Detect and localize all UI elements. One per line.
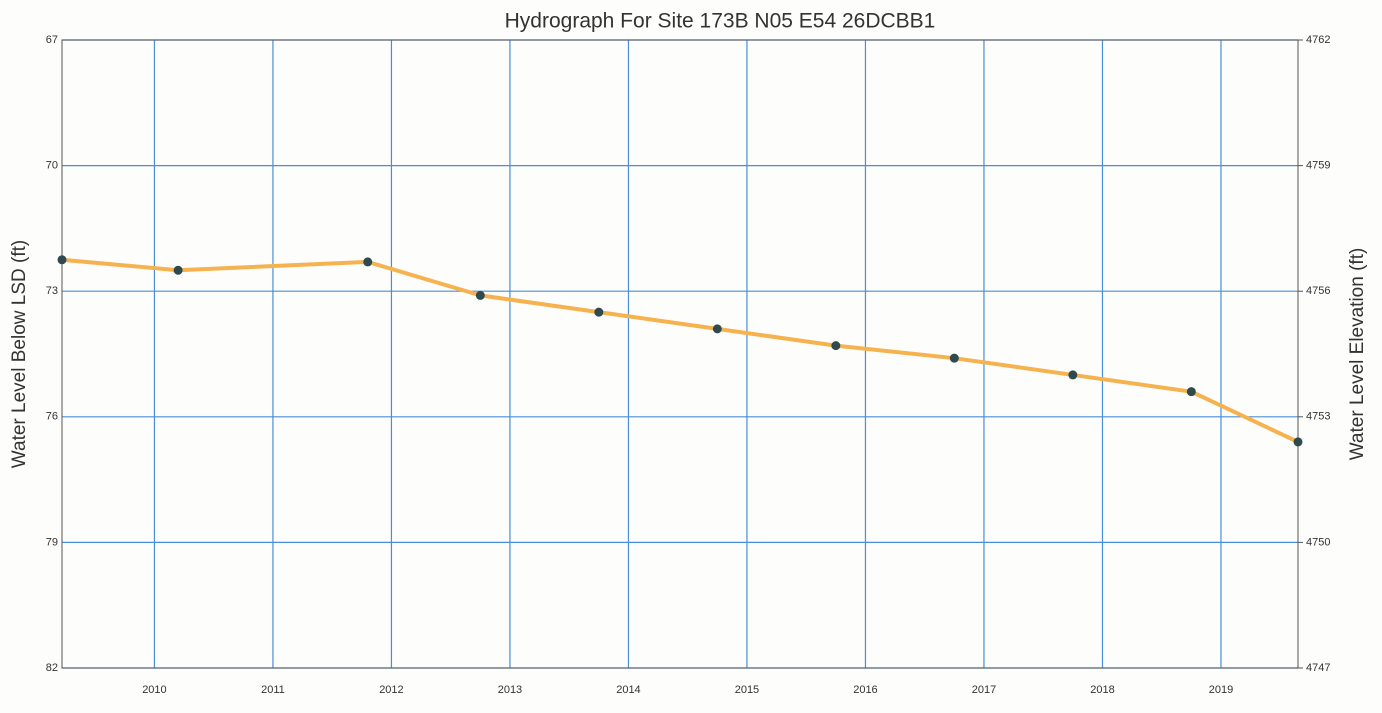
x-tick-label: 2018 (1090, 684, 1114, 696)
data-point (57, 255, 67, 265)
x-tick-label: 2011 (261, 684, 285, 696)
y-tick-label: 70 (46, 160, 58, 172)
data-point (712, 324, 722, 334)
x-tick-label: 2013 (498, 684, 522, 696)
data-point (1293, 437, 1303, 447)
data-point (594, 307, 604, 317)
x-tick-label: 2017 (972, 684, 996, 696)
y2-tick-label: 4762 (1306, 34, 1330, 46)
y-tick-label: 82 (46, 662, 58, 674)
y-tick-label: 76 (46, 411, 58, 423)
data-point (1068, 370, 1078, 380)
data-point (363, 257, 373, 267)
x-tick-label: 2015 (735, 684, 759, 696)
x-tick-label: 2016 (853, 684, 877, 696)
x-tick-label: 2012 (379, 684, 403, 696)
data-point (831, 341, 841, 351)
y-tick-label: 79 (46, 536, 58, 548)
y-tick-label: 73 (46, 285, 58, 297)
x-tick-label: 2019 (1209, 684, 1233, 696)
data-point (949, 353, 959, 363)
y2-tick-label: 4756 (1306, 285, 1330, 297)
data-point (173, 265, 183, 275)
y2-tick-label: 4759 (1306, 160, 1330, 172)
x-tick-label: 2014 (616, 684, 640, 696)
data-point (475, 290, 485, 300)
y-tick-label: 67 (46, 34, 58, 46)
y2-tick-label: 4747 (1306, 662, 1330, 674)
chart-title: Hydrograph For Site 173B N05 E54 26DCBB1 (505, 10, 936, 33)
y2-axis-label: Water Level Elevation (ft) (1347, 248, 1368, 461)
data-point (1186, 387, 1196, 397)
y-axis-label: Water Level Below LSD (ft) (9, 240, 30, 468)
y2-tick-label: 4753 (1306, 411, 1330, 423)
plot-frame (61, 39, 1299, 669)
x-tick-label: 2010 (142, 684, 166, 696)
y2-tick-label: 4750 (1306, 536, 1330, 548)
